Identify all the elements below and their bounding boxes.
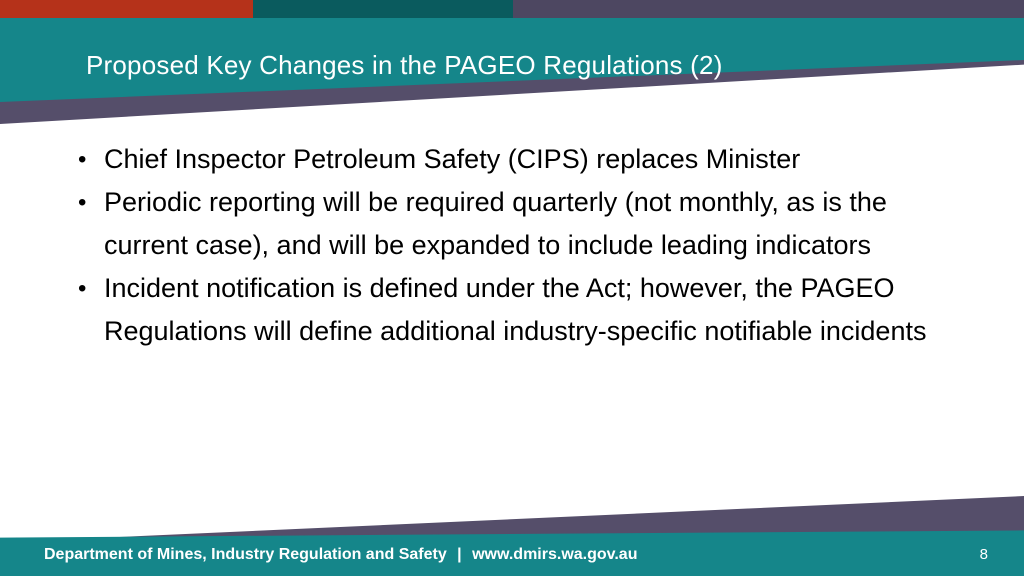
- bullet-text: Periodic reporting will be required quar…: [104, 187, 887, 260]
- footer-teal-bar: [0, 530, 1024, 576]
- bullet-marker-icon: •: [78, 275, 87, 302]
- bullet-text: Chief Inspector Petroleum Safety (CIPS) …: [104, 144, 801, 174]
- bullet-item: • Chief Inspector Petroleum Safety (CIPS…: [78, 138, 958, 181]
- footer-organisation: Department of Mines, Industry Regulation…: [44, 546, 447, 563]
- bullet-text: Incident notification is defined under t…: [104, 273, 927, 346]
- bullet-marker-icon: •: [78, 189, 87, 216]
- top-strip-red-segment: [0, 0, 253, 18]
- footer-separator: |: [457, 546, 462, 563]
- slide-number: 8: [979, 546, 988, 563]
- bullet-marker-icon: •: [78, 146, 87, 173]
- footer-website: www.dmirs.wa.gov.au: [472, 546, 638, 563]
- top-strip-dark-teal-segment: [253, 0, 513, 18]
- top-strip-plum-segment: [513, 0, 1024, 18]
- slide-body: • Chief Inspector Petroleum Safety (CIPS…: [78, 138, 958, 353]
- slide-title: Proposed Key Changes in the PAGEO Regula…: [86, 50, 723, 81]
- bullet-item: • Periodic reporting will be required qu…: [78, 181, 958, 267]
- footer-text: Department of Mines, Industry Regulation…: [44, 546, 637, 564]
- bullet-item: • Incident notification is defined under…: [78, 267, 958, 353]
